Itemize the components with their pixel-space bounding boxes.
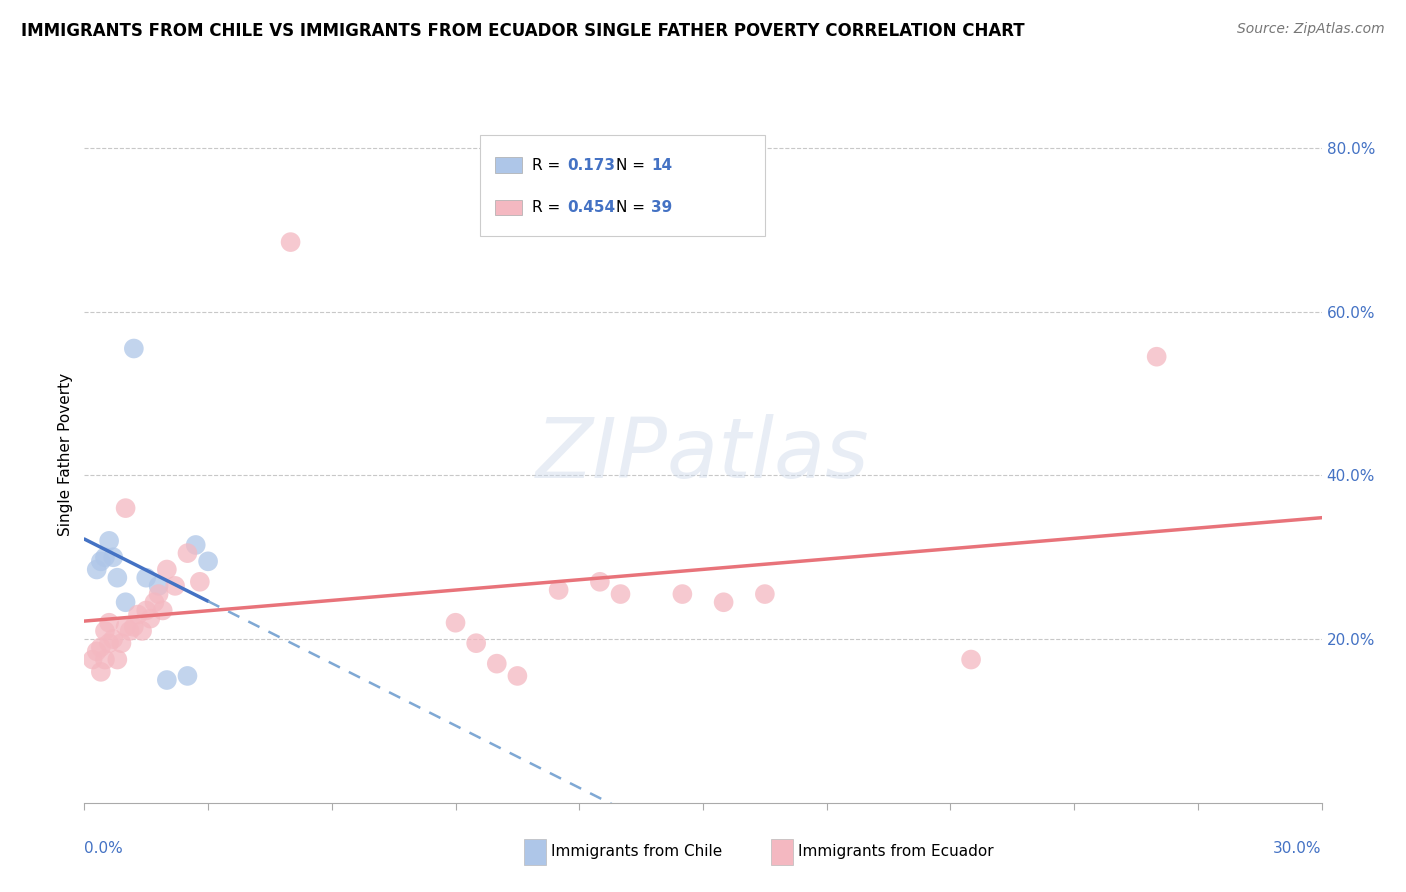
Point	[98, 533, 121, 548]
Point	[547, 582, 569, 597]
Point	[114, 620, 136, 634]
Point	[506, 669, 529, 683]
Text: 0.454: 0.454	[567, 200, 614, 215]
Point	[280, 235, 302, 249]
FancyBboxPatch shape	[481, 135, 765, 235]
Point	[122, 620, 145, 634]
Point	[98, 615, 121, 630]
Point	[589, 574, 612, 589]
Point	[713, 595, 735, 609]
Point	[176, 546, 198, 560]
Text: Immigrants from Ecuador: Immigrants from Ecuador	[799, 844, 994, 859]
Point	[98, 636, 121, 650]
Point	[188, 574, 211, 589]
Point	[105, 652, 128, 666]
Point	[152, 603, 174, 617]
Text: 0.173: 0.173	[567, 158, 614, 173]
Text: IMMIGRANTS FROM CHILE VS IMMIGRANTS FROM ECUADOR SINGLE FATHER POVERTY CORRELATI: IMMIGRANTS FROM CHILE VS IMMIGRANTS FROM…	[21, 22, 1025, 40]
Point	[754, 587, 776, 601]
Text: R =: R =	[533, 158, 565, 173]
Point	[94, 652, 117, 666]
Point	[94, 624, 117, 638]
FancyBboxPatch shape	[495, 158, 523, 173]
Point	[86, 644, 108, 658]
Point	[176, 669, 198, 683]
Point	[139, 612, 162, 626]
Text: Immigrants from Chile: Immigrants from Chile	[551, 844, 723, 859]
Point	[90, 665, 112, 679]
Point	[444, 615, 467, 630]
Point	[1146, 350, 1168, 364]
Point	[103, 550, 125, 565]
Point	[122, 342, 145, 356]
Point	[485, 657, 508, 671]
Point	[197, 554, 219, 568]
Point	[184, 538, 207, 552]
Text: N =: N =	[616, 200, 650, 215]
FancyBboxPatch shape	[770, 839, 793, 865]
Point	[131, 624, 153, 638]
Text: R =: R =	[533, 200, 565, 215]
Y-axis label: Single Father Poverty: Single Father Poverty	[58, 374, 73, 536]
Point	[609, 587, 631, 601]
Point	[90, 554, 112, 568]
Point	[165, 579, 187, 593]
Point	[960, 652, 983, 666]
Point	[94, 550, 117, 565]
Point	[103, 632, 125, 646]
Point	[148, 587, 170, 601]
Point	[156, 562, 179, 576]
Text: N =: N =	[616, 158, 650, 173]
FancyBboxPatch shape	[495, 200, 523, 215]
Text: 14: 14	[651, 158, 672, 173]
Point	[114, 595, 136, 609]
Point	[127, 607, 149, 622]
Text: ZIPatlas: ZIPatlas	[536, 415, 870, 495]
Point	[135, 571, 157, 585]
Text: Source: ZipAtlas.com: Source: ZipAtlas.com	[1237, 22, 1385, 37]
Point	[156, 673, 179, 687]
Point	[135, 603, 157, 617]
Text: 39: 39	[651, 200, 672, 215]
Point	[110, 636, 132, 650]
Text: 30.0%: 30.0%	[1274, 841, 1322, 856]
Point	[118, 624, 141, 638]
FancyBboxPatch shape	[523, 839, 546, 865]
Point	[105, 571, 128, 585]
Text: 0.0%: 0.0%	[84, 841, 124, 856]
Point	[90, 640, 112, 655]
Point	[143, 595, 166, 609]
Point	[671, 587, 693, 601]
Point	[82, 652, 104, 666]
Point	[114, 501, 136, 516]
Point	[148, 579, 170, 593]
Point	[465, 636, 488, 650]
Point	[86, 562, 108, 576]
